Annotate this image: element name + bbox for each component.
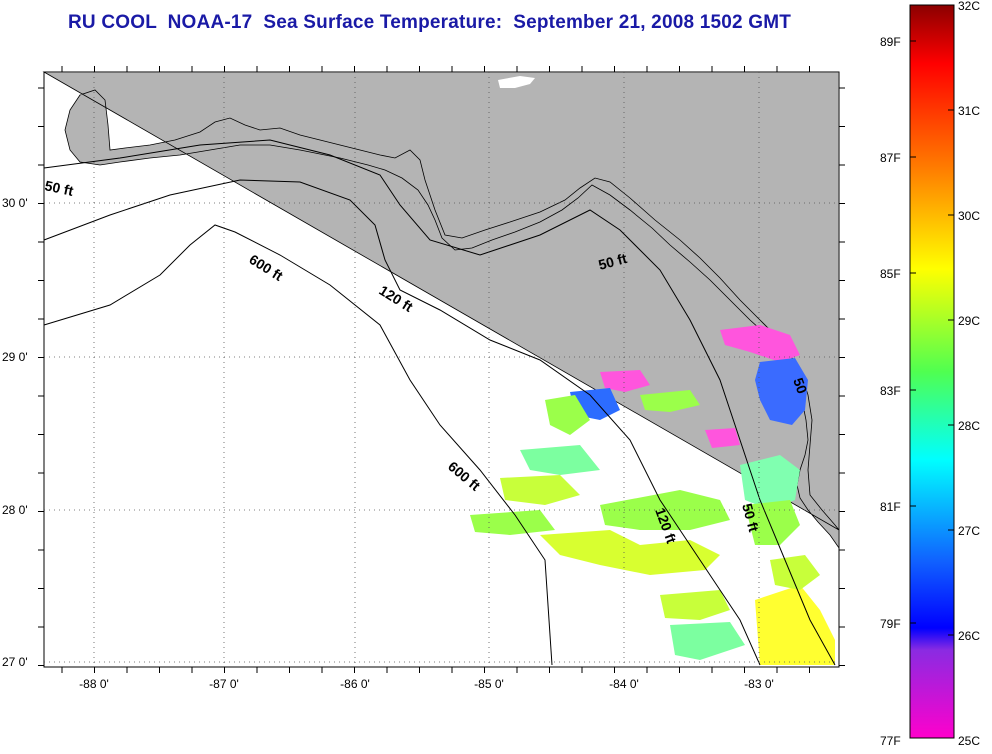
island-white [498, 76, 535, 88]
contour-120ft [43, 179, 761, 666]
contour-50ft [43, 139, 836, 666]
colorbar-f-89: 89F [880, 35, 901, 49]
lon-label-86: -86 0' [340, 677, 370, 691]
lon-label-87: -87 0' [209, 677, 239, 691]
lat-label-30: 30 0' [2, 196, 28, 210]
colorbar-c-26: 26C [958, 629, 980, 643]
colorbar-f-87: 87F [880, 151, 901, 165]
lat-label-27: 27 0' [2, 655, 28, 669]
map-title: RU COOL NOAA-17 Sea Surface Temperature:… [68, 12, 792, 33]
colorbar-c-27: 27C [958, 524, 980, 538]
lon-label-84: -84 0' [609, 677, 639, 691]
colorbar-c-29: 29C [958, 314, 980, 328]
colorbar-f-83: 83F [880, 384, 901, 398]
grid-lines [44, 72, 839, 667]
lat-label-29: 29 0' [2, 350, 28, 364]
contour-600ft [43, 224, 553, 666]
colorbar-c-25: 25C [958, 734, 980, 748]
axis-ticks [38, 66, 845, 673]
colorbar-f-85: 85F [880, 267, 901, 281]
colorbar-ticks [910, 40, 954, 636]
lat-label-28: 28 0' [2, 503, 28, 517]
contour-label-50ft-south: 50 ft [739, 502, 762, 534]
contour-label-50ft-east: 50 ft [597, 250, 629, 273]
contour-label-50-coast: 50 [790, 376, 810, 396]
lon-label-83: -83 0' [744, 677, 774, 691]
lon-label-85: -85 0' [474, 677, 504, 691]
colorbar-f-81: 81F [880, 500, 901, 514]
depth-contours [43, 139, 836, 666]
colorbar-f-77: 77F [880, 734, 901, 748]
colorbar [909, 4, 955, 739]
colorbar-f-79: 79F [880, 617, 901, 631]
colorbar-c-30: 30C [958, 209, 980, 223]
lon-label-88: -88 0' [79, 677, 109, 691]
sst-data [470, 325, 835, 665]
colorbar-c-31: 31C [958, 104, 980, 118]
colorbar-c-28: 28C [958, 419, 980, 433]
colorbar-c-32: 32C [958, 0, 980, 13]
contour-label-50ft-west: 50 ft [43, 177, 75, 199]
land-florida-panhandle [42, 71, 840, 550]
